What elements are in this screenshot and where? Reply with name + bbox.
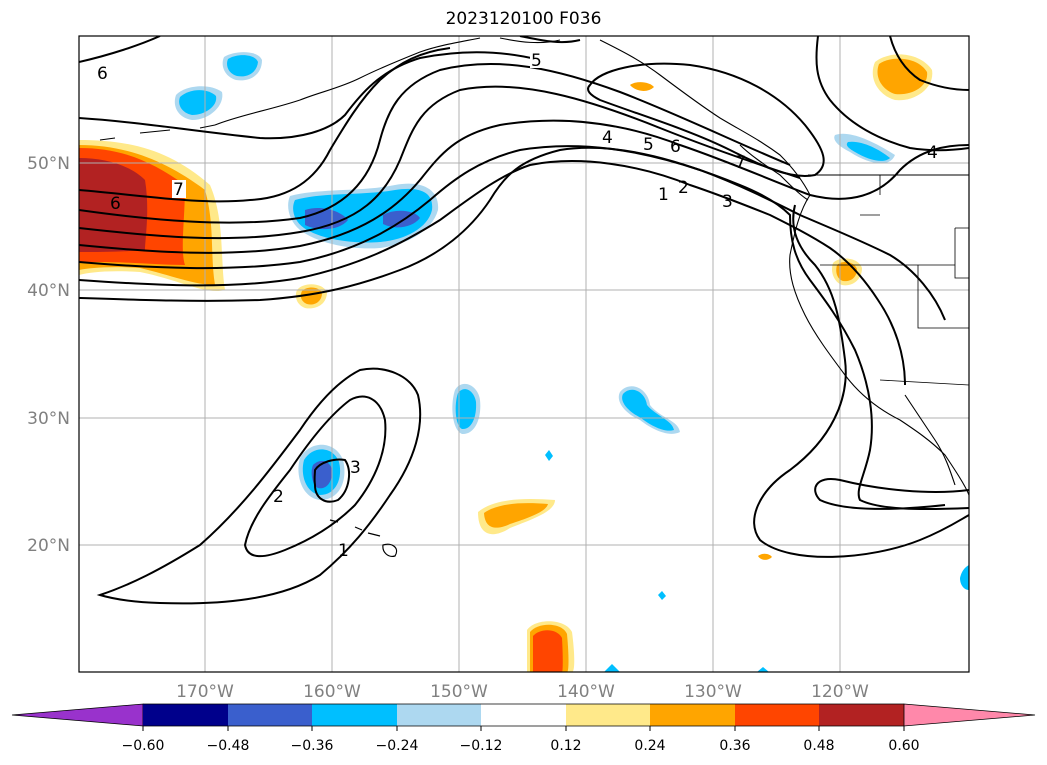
lat-label-50n: 50°N xyxy=(27,154,70,174)
colorbar-segment xyxy=(397,704,481,726)
colorbar-segment xyxy=(312,704,397,726)
coastlines xyxy=(99,37,969,557)
contour-2-main xyxy=(79,160,906,386)
lon-label-170w: 170°W xyxy=(176,682,234,702)
positive-anomaly-bottom-c xyxy=(533,630,563,672)
contour-south-1 xyxy=(96,367,422,605)
contour-se-2 xyxy=(814,478,969,510)
colorbar-tick-label: 0.24 xyxy=(634,738,665,754)
colorbar-segment xyxy=(566,704,650,726)
contour-label: 7 xyxy=(173,180,184,200)
negative-anomaly-small-1b xyxy=(179,90,217,115)
contour-label: 4 xyxy=(927,143,938,163)
contour-label: 6 xyxy=(670,137,681,157)
positive-anomaly-145w-b xyxy=(484,503,548,528)
map-frame xyxy=(78,35,970,673)
colorbar-tick-label: −0.36 xyxy=(291,738,334,754)
negative-anomaly-small-2b xyxy=(227,55,258,77)
positive-anomaly-small-40n-b xyxy=(300,287,322,305)
contour-alaska-loop xyxy=(587,62,825,177)
positive-anomaly-alaska xyxy=(630,82,654,91)
colorbar-outline xyxy=(143,703,904,727)
negative-anomaly-150w-b xyxy=(455,389,477,430)
colorbar-tick-label: 0.60 xyxy=(888,738,919,754)
contour-label: 6 xyxy=(97,64,108,84)
contour-south-2 xyxy=(243,395,387,558)
colorbar-tick-label: −0.60 xyxy=(122,738,165,754)
colorbar-tick-label: −0.12 xyxy=(460,738,503,754)
map-title: 2023120100 F036 xyxy=(445,9,602,29)
hawaii xyxy=(329,519,398,557)
aleutians xyxy=(99,124,216,141)
contour-labels: 6 7 6 5 4 5 6 7 1 2 3 4 2 3 1 xyxy=(96,50,938,561)
border-states-1 xyxy=(820,175,969,386)
shaded-anomalies xyxy=(79,52,969,672)
colorbar-segment xyxy=(481,704,566,726)
contour-label: 7 xyxy=(735,153,746,173)
lat-label-30n: 30°N xyxy=(27,409,70,429)
contour-4-main xyxy=(79,119,969,254)
map-content: 6 7 6 5 4 5 6 7 1 2 3 4 2 3 1 xyxy=(79,36,969,672)
colorbar-tick-label: 0.36 xyxy=(719,738,750,754)
negative-anomaly-bottom-2 xyxy=(757,667,769,672)
contour-north-1 xyxy=(79,51,541,140)
contour-label: 1 xyxy=(338,541,349,561)
contour-label: 4 xyxy=(602,128,613,148)
colorbar-segment xyxy=(228,704,312,726)
lat-label-40n: 40°N xyxy=(27,281,70,301)
negative-anomaly-135w-b xyxy=(622,389,674,431)
colorbar-ticks xyxy=(142,726,905,731)
contour-ne-2 xyxy=(889,36,969,91)
positive-anomaly-tiny xyxy=(758,553,772,560)
colorbar-extend-low xyxy=(11,703,144,727)
contour-label: 3 xyxy=(350,458,361,478)
coastline-baja xyxy=(904,394,956,486)
contour-3-main xyxy=(79,145,946,321)
contour-label: 5 xyxy=(531,51,542,71)
negative-anomaly-tiny-1 xyxy=(545,450,553,461)
colorbar: −0.60 −0.48 −0.36 −0.24 −0.12 0.12 0.24 … xyxy=(11,703,1036,754)
contour-label: 1 xyxy=(658,185,669,205)
colorbar-segment xyxy=(650,704,735,726)
colorbar-tick-label: −0.24 xyxy=(376,738,419,754)
coastline-bc xyxy=(739,144,809,201)
contours xyxy=(79,36,969,605)
negative-anomaly-bottom-1 xyxy=(604,664,620,672)
contour-label: 5 xyxy=(643,135,654,155)
colorbar-segment xyxy=(819,704,904,726)
contour-label: 2 xyxy=(273,487,284,507)
lon-label-140w: 140°W xyxy=(557,682,615,702)
contour-label: 3 xyxy=(722,192,733,212)
contour-label: 6 xyxy=(110,194,121,214)
negative-anomaly-edge xyxy=(960,565,969,590)
colorbar-tick-label: 0.48 xyxy=(803,738,834,754)
lon-label-130w: 130°W xyxy=(684,682,742,702)
lon-label-160w: 160°W xyxy=(303,682,361,702)
contour-south-3 xyxy=(313,458,351,503)
latitude-labels: 50°N 40°N 30°N 20°N xyxy=(27,154,70,556)
contour-se-1 xyxy=(753,204,969,558)
colorbar-tick-labels: −0.60 −0.48 −0.36 −0.24 −0.12 0.12 0.24 … xyxy=(122,738,920,754)
border-states-2 xyxy=(954,227,969,279)
graticule xyxy=(79,36,969,672)
negative-anomaly-tiny-2 xyxy=(658,591,666,600)
colorbar-tick-label: 0.12 xyxy=(550,738,581,754)
negative-anomaly-coast-b xyxy=(846,141,890,161)
lon-label-150w: 150°W xyxy=(430,682,488,702)
contour-label: 2 xyxy=(678,178,689,198)
contour-north-2 xyxy=(79,36,581,63)
colorbar-tick-label: −0.48 xyxy=(207,738,250,754)
longitude-labels: 170°W 160°W 150°W 140°W 130°W 120°W xyxy=(176,682,869,702)
colorbar-segment xyxy=(143,704,228,726)
positive-anomaly-ne-b xyxy=(877,58,928,95)
contour-5-main xyxy=(79,85,801,240)
colorbar-segment xyxy=(735,704,819,726)
colorbar-extend-high xyxy=(903,703,1036,727)
positive-anomaly-west-core xyxy=(79,158,148,252)
lat-label-20n: 20°N xyxy=(27,536,70,556)
contour-6-main xyxy=(79,62,791,224)
lon-label-120w: 120°W xyxy=(811,682,869,702)
contour-ne-1 xyxy=(815,36,969,152)
